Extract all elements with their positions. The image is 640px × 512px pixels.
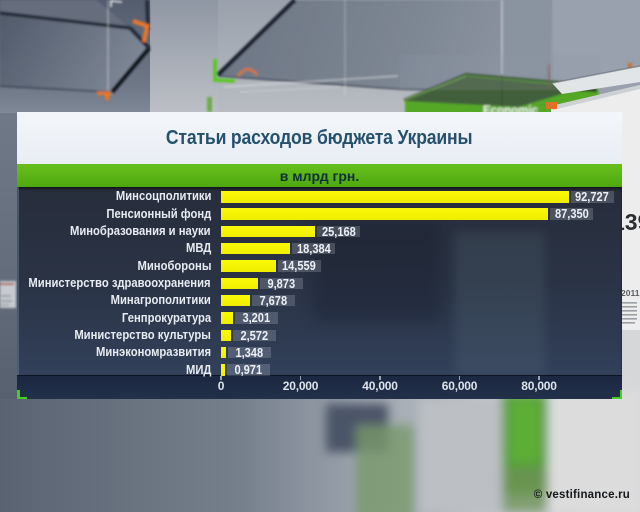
svg-text:2011: 2011	[621, 288, 640, 298]
